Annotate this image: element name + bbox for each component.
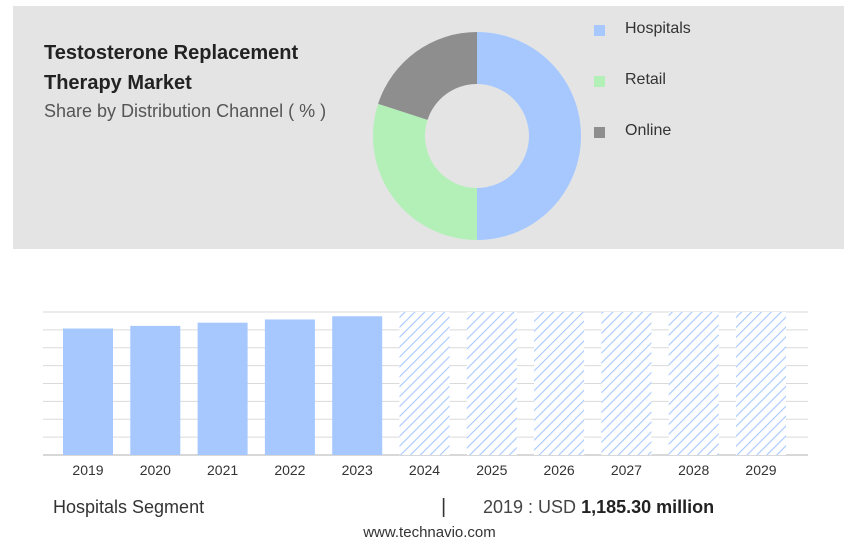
forecast-bar-2028 xyxy=(668,312,719,455)
segment-label: Hospitals Segment xyxy=(53,497,205,517)
donut-slice-hospitals xyxy=(477,32,581,240)
summary-value: 2019 : USD 1,185.30 million xyxy=(483,497,714,518)
forecast-bar-2024 xyxy=(399,312,450,455)
x-tick-label: 2024 xyxy=(409,462,440,478)
x-tick-label: 2028 xyxy=(678,462,709,478)
chart-subtitle: Share by Distribution Channel ( % ) xyxy=(44,101,327,121)
legend-swatch xyxy=(594,127,605,138)
bar-chart: 2019 2020 2021 2022 2023 2024 2025 2026 2027 2028… xyxy=(43,311,808,478)
bar-2020 xyxy=(130,325,181,455)
forecast-bar-2027 xyxy=(601,312,652,455)
legend-item-hospitals: Hospitals xyxy=(594,18,754,42)
donut-slice-online xyxy=(378,32,477,120)
forecast-bar-2029 xyxy=(736,312,786,455)
x-tick-label: 2029 xyxy=(745,462,776,478)
legend-item-retail: Retail xyxy=(594,69,754,93)
legend-item-online: Online xyxy=(594,120,754,144)
chart-title: Testosterone Replacement Therapy Market xyxy=(44,42,299,94)
x-tick-label: 2027 xyxy=(611,462,642,478)
x-tick-label: 2023 xyxy=(342,462,373,478)
legend-label: Retail xyxy=(625,71,666,88)
summary-divider: | xyxy=(441,496,447,518)
legend-label: Online xyxy=(625,122,672,139)
x-tick-label: 2020 xyxy=(140,462,171,478)
legend-swatch xyxy=(594,25,605,36)
x-tick-label: 2022 xyxy=(274,462,305,478)
bar-2019 xyxy=(63,328,113,455)
donut-chart xyxy=(373,32,581,240)
bar-2022 xyxy=(264,319,315,455)
forecast-bar-2025 xyxy=(466,312,517,455)
summary-amount: 1,185.30 million xyxy=(581,497,715,517)
x-tick-label: 2021 xyxy=(207,462,238,478)
bar-2023 xyxy=(332,316,383,455)
legend-swatch xyxy=(594,76,605,87)
summary-prefix: 2019 : USD xyxy=(483,497,577,517)
x-tick-label: 2026 xyxy=(544,462,575,478)
legend-label: Hospitals xyxy=(625,20,691,37)
x-tick-label: 2019 xyxy=(72,462,103,478)
x-tick-label: 2025 xyxy=(476,462,507,478)
bar-2021 xyxy=(197,322,248,455)
forecast-bar-2026 xyxy=(534,312,585,455)
source-footer: www.technavio.com xyxy=(363,524,496,541)
donut-slice-retail xyxy=(373,103,477,240)
